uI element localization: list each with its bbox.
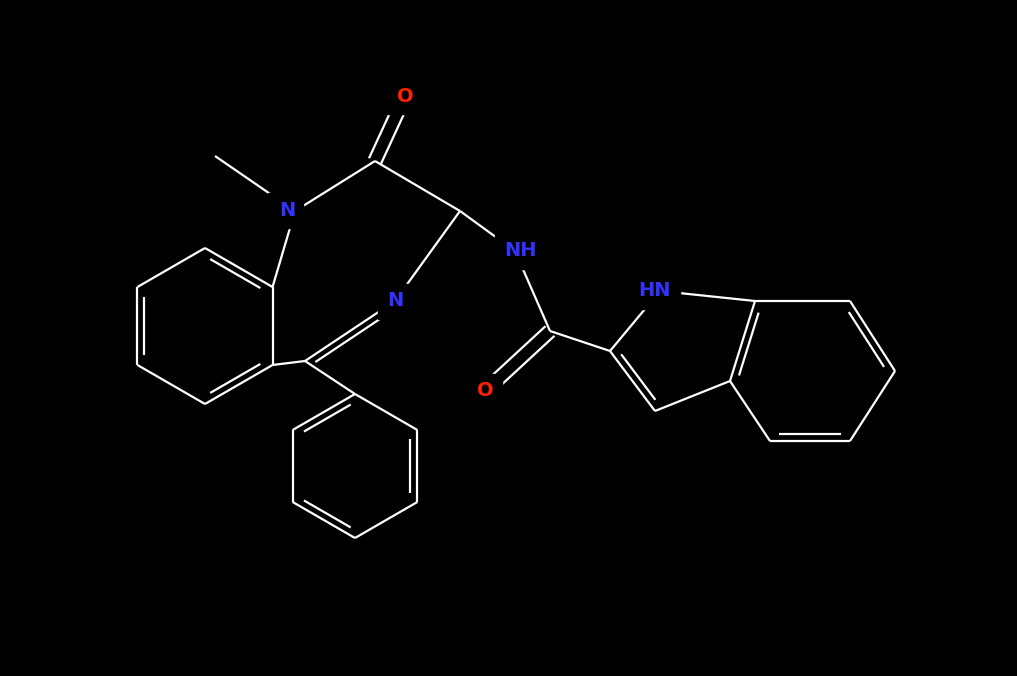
Bar	[387, 78, 422, 114]
Bar	[630, 274, 680, 308]
Text: N: N	[386, 291, 403, 310]
Text: O: O	[477, 381, 493, 400]
Text: NH: NH	[503, 241, 536, 260]
Text: HN: HN	[639, 281, 671, 301]
Text: O: O	[397, 87, 413, 105]
Bar	[267, 193, 302, 228]
Bar	[377, 283, 413, 318]
Bar	[468, 374, 502, 408]
Bar	[495, 233, 545, 268]
Text: N: N	[279, 201, 295, 220]
